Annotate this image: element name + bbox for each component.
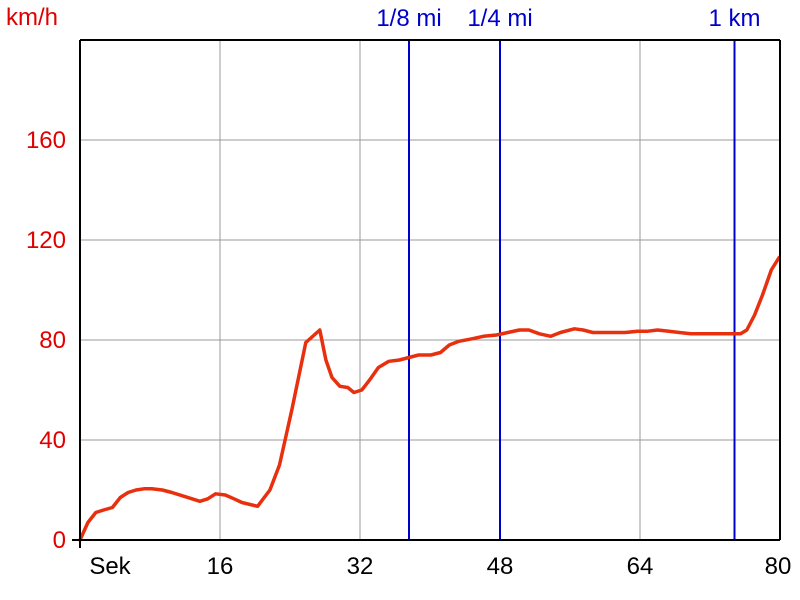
distance-markers: 1/8 mi 1/4 mi 1 km — [376, 5, 761, 540]
x-tick-label: 48 — [487, 553, 514, 580]
x-tick-label: 80 — [765, 553, 792, 580]
y-tick-label: 80 — [39, 327, 66, 354]
x-tick-label: Sek — [89, 553, 131, 580]
plot-frame — [72, 39, 781, 548]
grid-lines — [80, 40, 780, 540]
y-tick-label: 160 — [26, 127, 66, 154]
speed-series-line — [78, 255, 781, 542]
y-tick-label: 120 — [26, 227, 66, 254]
marker-label: 1 km — [708, 5, 760, 32]
y-tick-labels: 0 40 80 120 160 — [26, 127, 66, 554]
x-tick-label: 32 — [347, 553, 374, 580]
y-tick-label: 0 — [53, 527, 66, 554]
x-tick-labels: Sek 16 32 48 64 80 — [89, 553, 791, 580]
x-tick-label: 64 — [627, 553, 654, 580]
marker-label: 1/8 mi — [376, 5, 441, 32]
y-tick-label: 40 — [39, 427, 66, 454]
series-layer — [78, 255, 781, 542]
y-axis-label: km/h — [6, 4, 58, 31]
x-tick-label: 16 — [207, 553, 234, 580]
marker-label: 1/4 mi — [467, 5, 532, 32]
